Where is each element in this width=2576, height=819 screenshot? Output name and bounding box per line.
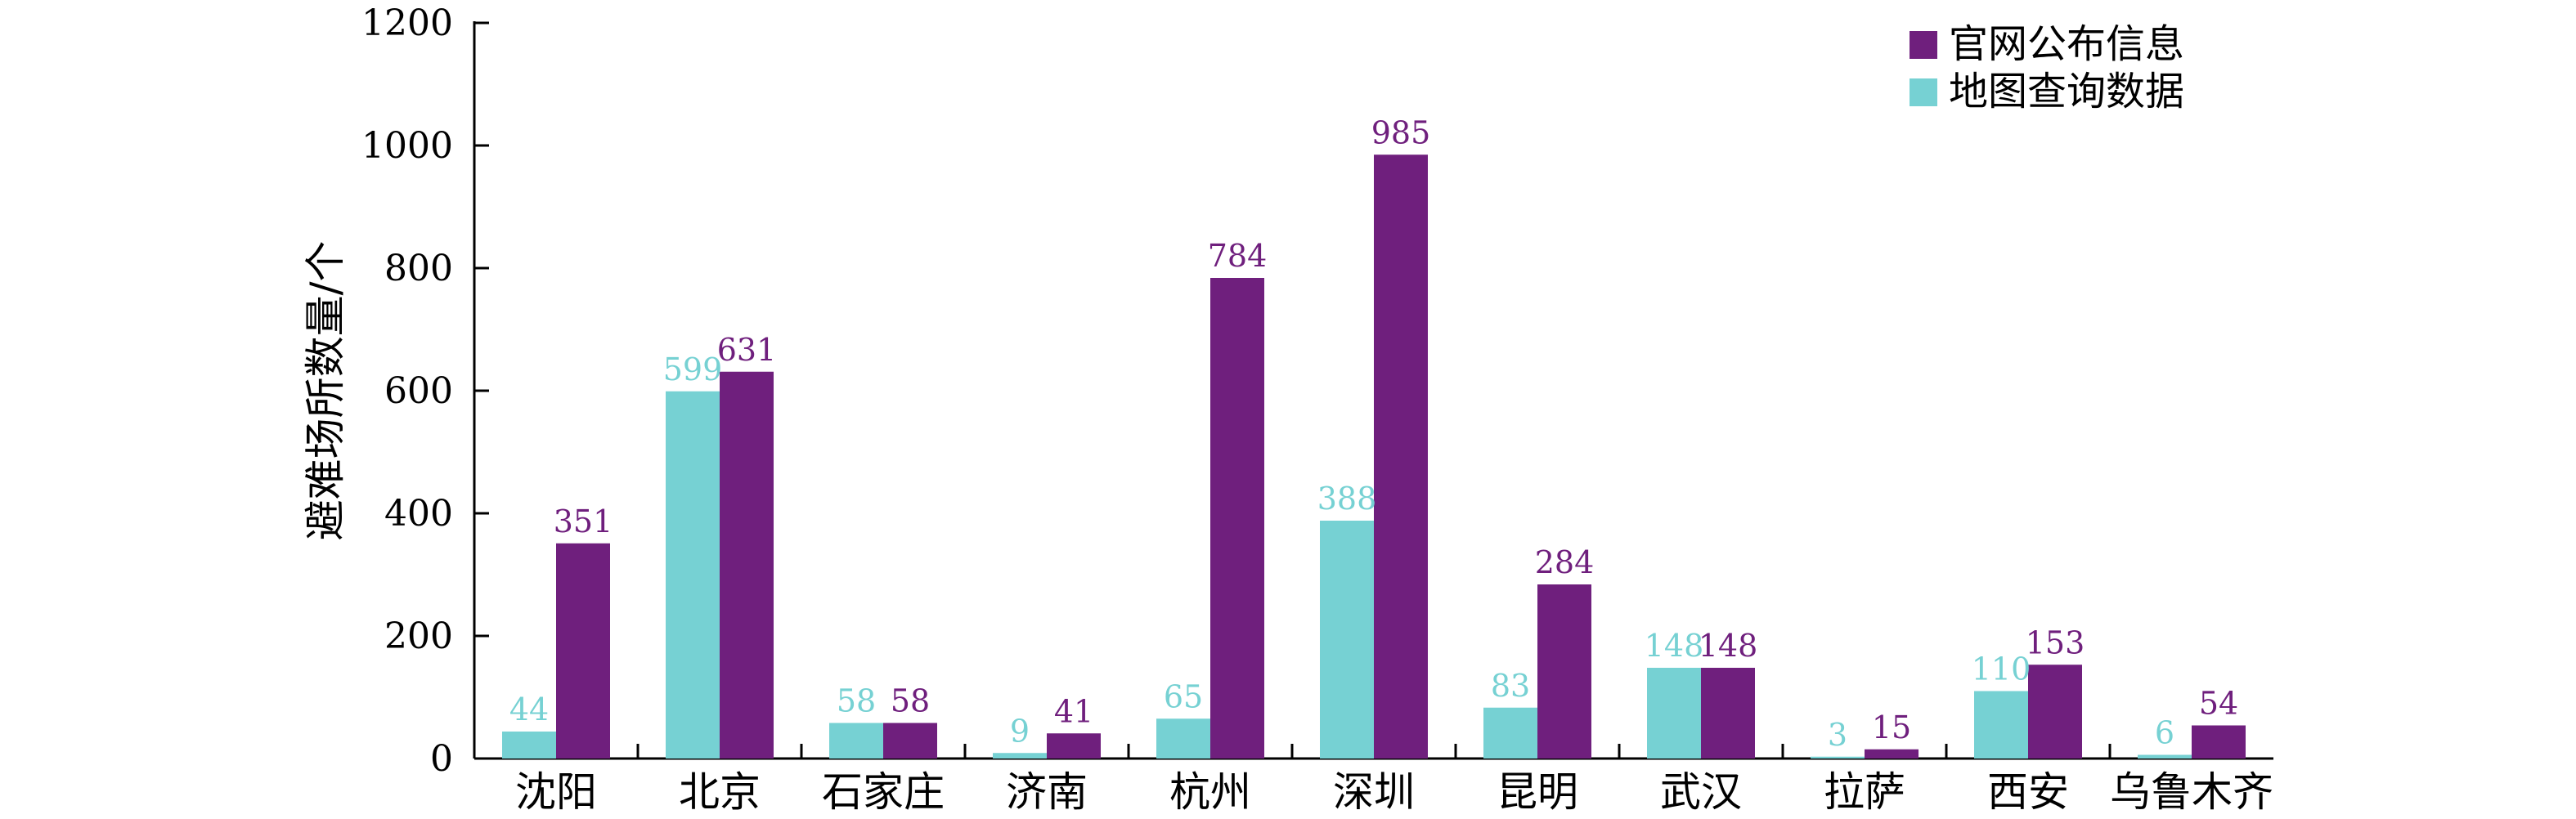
data-label: 54 — [2199, 686, 2238, 722]
y-tick-label: 1200 — [361, 2, 453, 44]
bar-map-query — [1483, 707, 1537, 759]
data-label: 3 — [1828, 717, 1847, 753]
data-label: 41 — [1054, 693, 1093, 729]
x-tick-label: 沈阳 — [515, 768, 597, 816]
bar-map-query — [1811, 756, 1865, 759]
y-axis-title: 避难场所数量/个 — [302, 241, 349, 541]
y-tick-label: 0 — [430, 738, 453, 780]
legend-swatch — [1910, 78, 1937, 106]
x-tick-label: 济南 — [1006, 768, 1088, 816]
bar-map-query — [1974, 691, 2028, 759]
bar-map-query — [829, 723, 883, 759]
data-label: 631 — [717, 332, 777, 368]
data-label: 65 — [1164, 678, 1203, 714]
data-labels: 44 599 58 9 65 388 83 148 3 110 6 351 631 58 41 784 985 2… — [509, 114, 2238, 753]
bar-official — [1701, 668, 1755, 759]
bar-official — [556, 543, 610, 759]
x-tick-label: 昆明 — [1497, 768, 1578, 816]
data-label: 599 — [663, 351, 723, 387]
data-label: 110 — [1972, 651, 2031, 687]
x-tick-label: 深圳 — [1333, 768, 1415, 816]
x-tick-label: 武汉 — [1660, 768, 1742, 816]
bar-map-query — [2138, 754, 2192, 759]
data-label: 784 — [1208, 238, 1268, 274]
y-tick-label: 1000 — [361, 125, 453, 167]
bar-map-query — [1156, 718, 1210, 759]
data-label: 153 — [2026, 624, 2085, 660]
bars — [502, 154, 2246, 759]
legend-swatch — [1910, 31, 1937, 59]
data-label: 44 — [509, 691, 549, 727]
data-label: 15 — [1872, 709, 1911, 745]
bar-official — [883, 723, 937, 759]
bar-map-query — [993, 753, 1047, 759]
y-tick-label: 800 — [384, 248, 453, 289]
data-label: 351 — [554, 503, 613, 539]
legend-label: 地图查询数据 — [1949, 69, 2184, 114]
data-label: 9 — [1010, 713, 1030, 749]
bar-official — [2192, 725, 2246, 759]
bar-official — [1374, 154, 1428, 759]
data-label: 58 — [837, 683, 876, 719]
data-label: 284 — [1535, 544, 1595, 580]
y-tick-label: 400 — [384, 493, 453, 535]
data-label: 985 — [1371, 114, 1431, 150]
data-label: 6 — [2155, 715, 2174, 751]
bar-official — [1210, 278, 1264, 759]
x-tick-label: 石家庄 — [822, 768, 945, 816]
x-tick-label: 西安 — [1987, 768, 2069, 816]
bar-map-query — [1320, 521, 1374, 759]
bar-official — [720, 371, 774, 759]
y-tick-label: 200 — [384, 615, 453, 657]
bar-official — [2028, 665, 2082, 759]
bar-official — [1047, 733, 1101, 759]
data-label: 58 — [891, 683, 930, 719]
bar-map-query — [666, 391, 720, 759]
bar-official — [1865, 749, 1919, 759]
x-tick-label: 拉萨 — [1824, 768, 1905, 816]
data-label: 388 — [1317, 481, 1377, 517]
legend-label: 官网公布信息 — [1949, 21, 2184, 67]
x-tick-label: 乌鲁木齐 — [2110, 768, 2273, 816]
x-tick-label: 北京 — [679, 768, 761, 816]
bar-map-query — [1647, 668, 1701, 759]
x-tick-label: 杭州 — [1169, 768, 1251, 816]
y-tick-label: 600 — [384, 370, 453, 412]
data-label: 148 — [1699, 628, 1758, 664]
data-label: 83 — [1491, 668, 1530, 704]
bar-map-query — [502, 732, 556, 759]
data-label: 148 — [1645, 628, 1704, 664]
bar-official — [1537, 584, 1591, 759]
axes: 0 200 400 600 800 1000 1200 沈阳 北京 石家庄 济南 杭州 深圳 昆明 武汉 拉萨… — [361, 2, 2273, 816]
